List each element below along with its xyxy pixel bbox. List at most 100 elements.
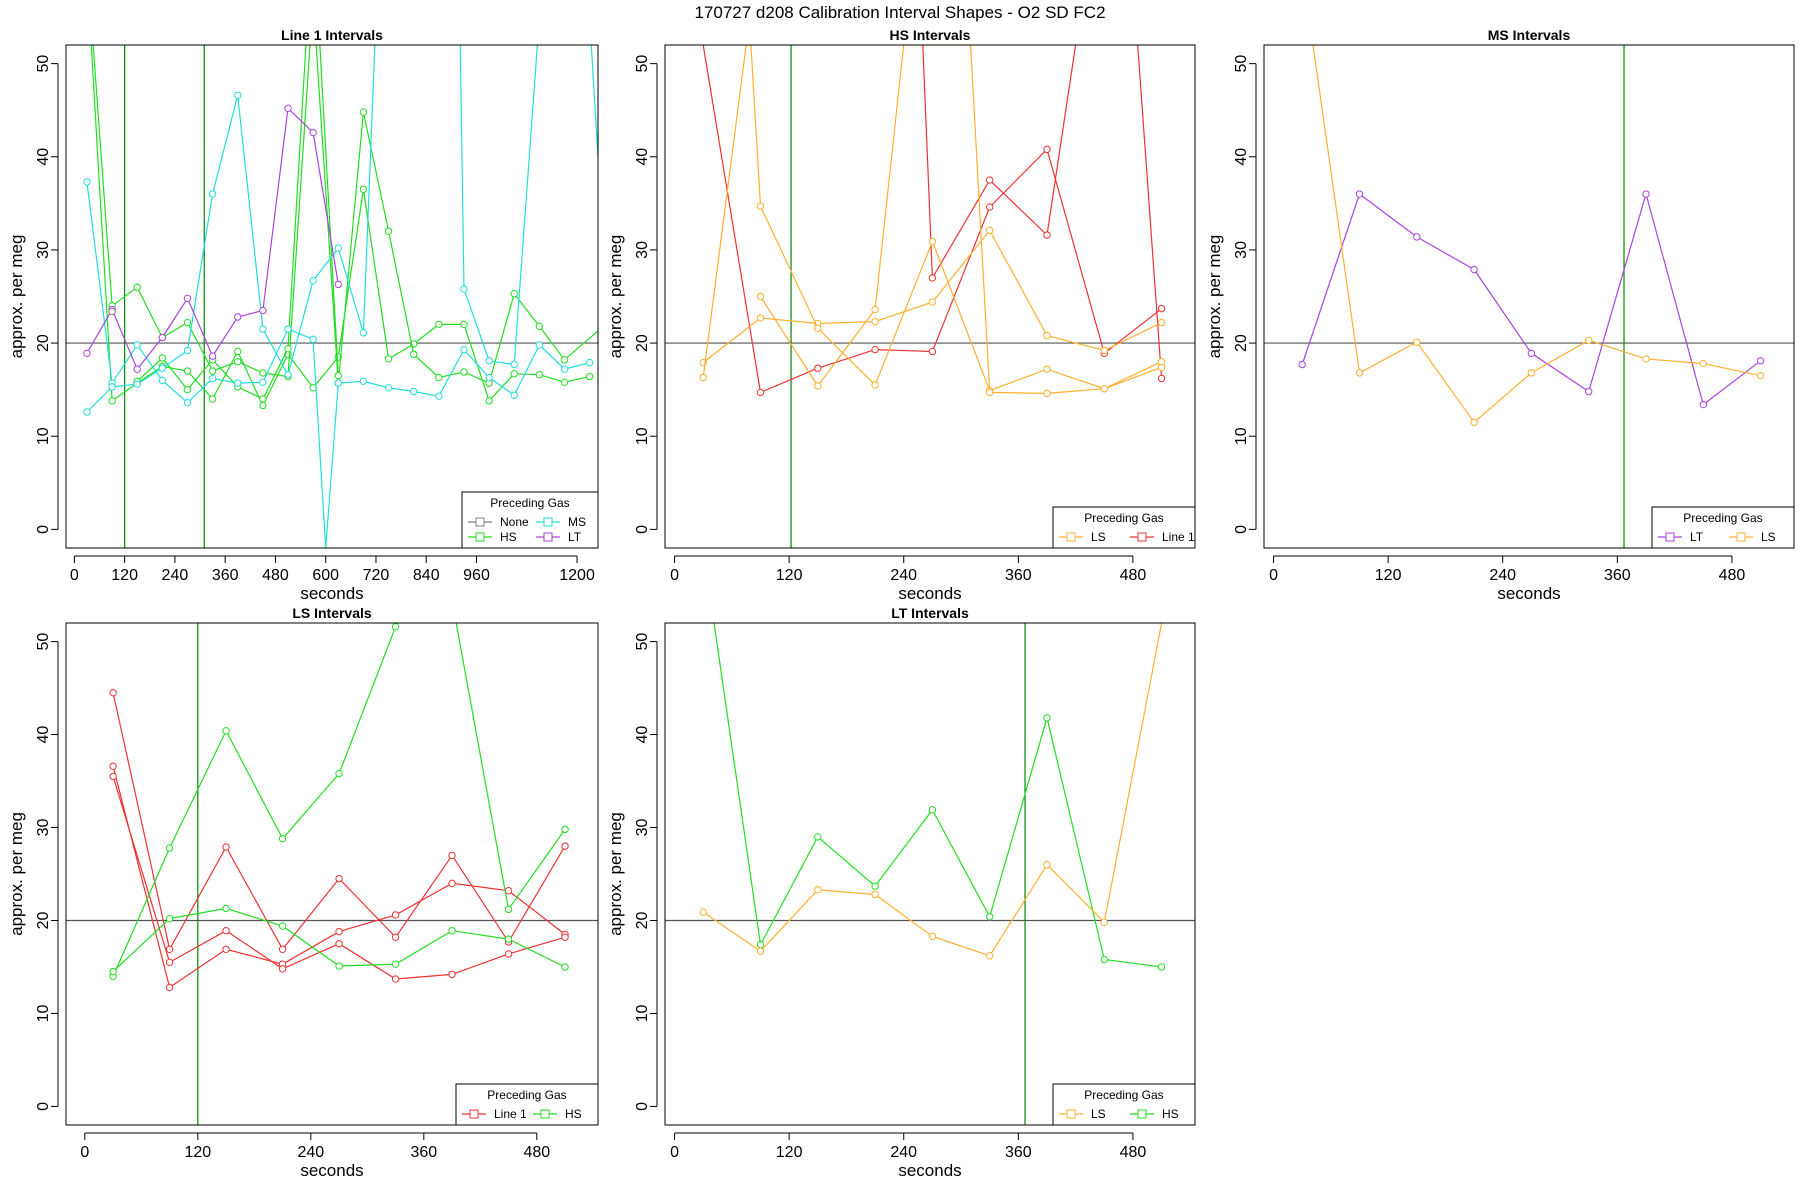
legend-label: LT [1690, 530, 1704, 544]
data-point [234, 313, 242, 321]
y-tick-label: 50 [1233, 55, 1250, 73]
chart-panel-1: Line 1 Intervals 0 120 240 360 480 600 720 840 96… [7, 27, 599, 603]
data-point [1470, 418, 1478, 426]
y-tick-label: 20 [634, 911, 651, 929]
y-tick-label: 10 [634, 1004, 651, 1022]
data-point [278, 834, 287, 843]
x-tick-label: 720 [363, 567, 390, 584]
data-point [535, 322, 544, 331]
legend-item: LS [1059, 1107, 1106, 1121]
x-axis-label: seconds [1497, 584, 1560, 603]
legend-marker [540, 1109, 550, 1119]
data-point [1355, 369, 1364, 377]
data-point [259, 378, 267, 386]
data-point [699, 373, 707, 382]
data-point [448, 851, 456, 860]
x-tick-label: 360 [1005, 1144, 1032, 1161]
y-tick-label: 30 [35, 241, 52, 259]
data-point [928, 274, 937, 282]
plot-area [665, 45, 1195, 548]
data-point [985, 176, 994, 184]
series-ls [699, 623, 1163, 960]
series-line [92, 45, 598, 384]
y-tick-label: 50 [634, 55, 651, 73]
legend-item: HS [1130, 1107, 1179, 1121]
x-axis-label: seconds [898, 1161, 961, 1180]
legend-label: None [500, 515, 529, 529]
x-axis-label: seconds [898, 584, 961, 603]
legend-label: LS [1091, 1107, 1106, 1121]
legend-item: MS [536, 515, 586, 529]
data-point [384, 384, 393, 392]
x-tick-label: 480 [1719, 567, 1746, 584]
x-tick-label: 240 [890, 567, 917, 584]
data-point [234, 379, 242, 387]
chart-panel-3: MS Intervals 0 120 240 360 480 0 10 20 30 40 50 seco… [1205, 27, 1795, 603]
data-point [208, 352, 217, 360]
data-point [1157, 358, 1166, 366]
series-hs [92, 45, 598, 387]
series-line [1312, 45, 1761, 424]
panel-title: LS Intervals [292, 605, 372, 621]
data-point [504, 905, 513, 914]
data-point [1470, 265, 1478, 274]
data-point [222, 904, 230, 913]
legend-box [455, 1083, 599, 1126]
data-point [435, 392, 443, 400]
data-point [83, 178, 91, 186]
y-tick-label: 40 [35, 726, 52, 744]
series-line [922, 45, 1077, 280]
series-ls [1312, 45, 1765, 426]
data-point [165, 914, 174, 923]
legend-marker [475, 532, 485, 542]
data-point [83, 408, 91, 416]
data-point [1100, 955, 1108, 964]
data-point [359, 108, 368, 116]
data-point [1699, 359, 1707, 368]
data-point [1157, 318, 1166, 327]
legend: Preceding Gas LS HS [1052, 1083, 1196, 1126]
series-ms [83, 178, 594, 548]
data-point [1157, 374, 1166, 383]
legend: Preceding Gas Line 1 HS [455, 1083, 599, 1126]
data-point [183, 346, 192, 355]
data-point [222, 727, 230, 735]
data-point [309, 128, 317, 137]
x-tick-label: 480 [523, 1144, 550, 1161]
data-point [359, 329, 368, 337]
data-point [985, 952, 994, 960]
data-point [158, 376, 167, 385]
data-point [928, 932, 937, 940]
data-point [222, 843, 230, 851]
data-point [585, 358, 594, 367]
series-lt [1298, 190, 1765, 409]
panel-title: LT Intervals [891, 605, 969, 621]
series-line-1 [109, 689, 569, 953]
data-point [165, 958, 174, 967]
legend-label: HS [500, 530, 517, 544]
data-point [1642, 355, 1650, 363]
legend-item: None [468, 515, 529, 529]
x-tick-label: 240 [1489, 567, 1516, 584]
data-point [391, 933, 400, 941]
data-point [278, 965, 287, 973]
x-tick-label: 120 [776, 567, 803, 584]
data-point [1100, 346, 1108, 355]
panel-title: MS Intervals [1488, 27, 1571, 43]
data-point [1043, 231, 1051, 239]
y-tick-label: 30 [634, 819, 651, 837]
legend-marker [543, 532, 553, 542]
data-point [928, 806, 937, 814]
series-line [759, 45, 1162, 395]
data-point [561, 963, 569, 971]
plot-area [665, 623, 1195, 1125]
data-point [510, 290, 518, 298]
x-tick-label: 480 [1120, 567, 1147, 584]
legend-label: LT [568, 530, 582, 544]
data-point [183, 318, 192, 327]
x-tick-label: 360 [1604, 567, 1631, 584]
x-tick-label: 360 [212, 567, 239, 584]
legend-box [1052, 506, 1196, 549]
data-point [1527, 369, 1536, 377]
data-point [560, 356, 569, 364]
